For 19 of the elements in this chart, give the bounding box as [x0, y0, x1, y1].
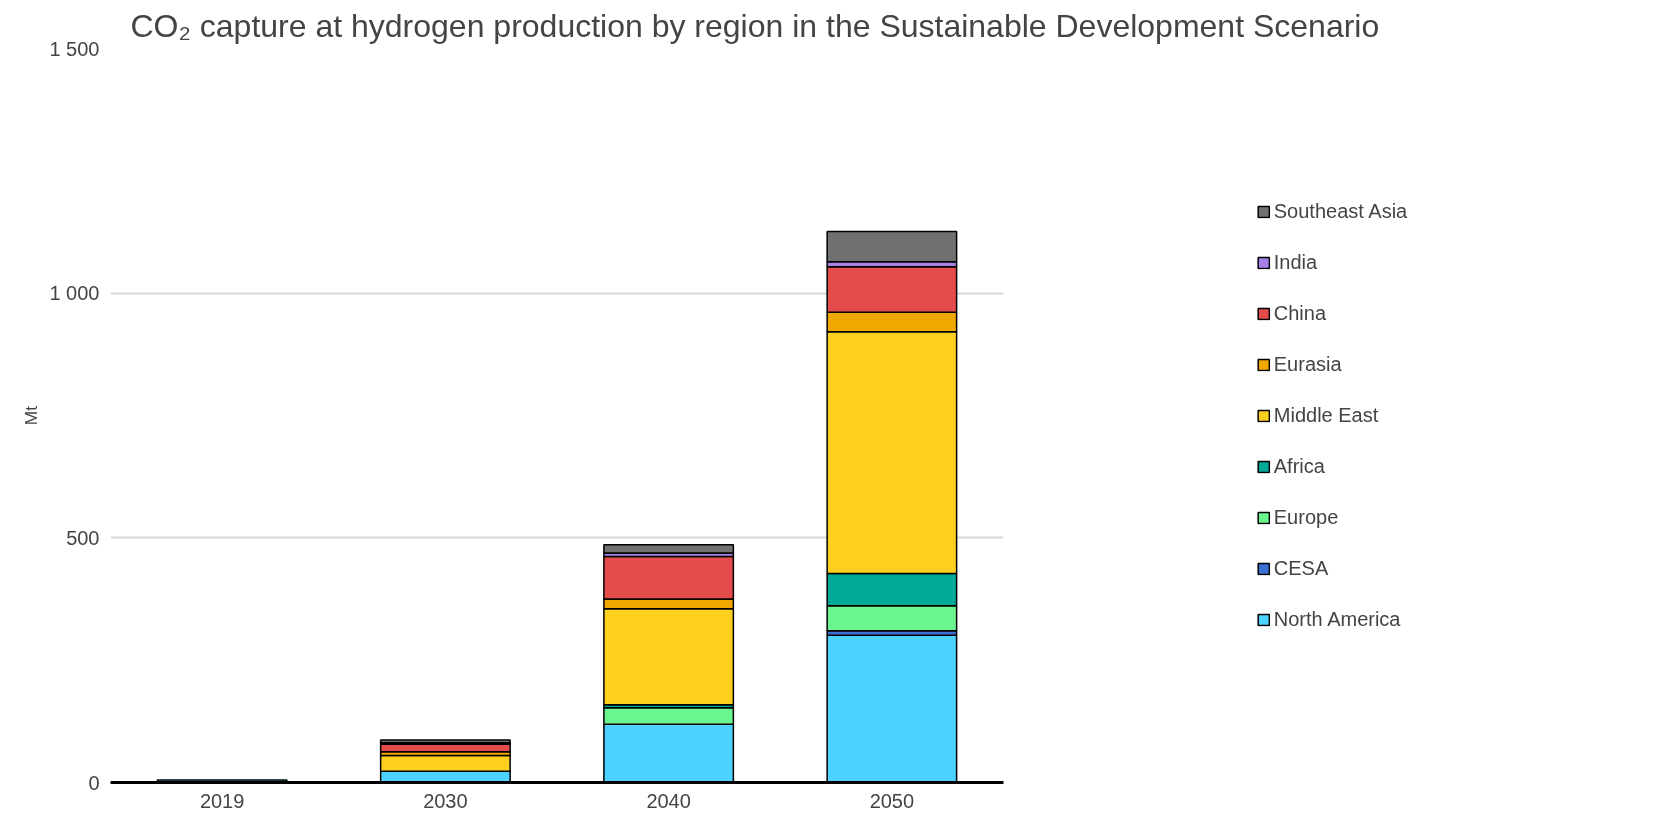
- y-tick-label: 500: [66, 526, 100, 549]
- legend-label: China: [1273, 301, 1327, 325]
- x-tick-label: 2019: [199, 789, 245, 812]
- x-tick-label: 2050: [869, 789, 915, 812]
- y-tick-label: 0: [88, 771, 100, 794]
- chart-title: CO₂ capture at hydrogen production by region in the Sustainable Development Scenario: [130, 7, 1380, 44]
- legend-label: CESA: [1273, 556, 1329, 580]
- legend-label: Europe: [1273, 505, 1339, 529]
- legend-label: Middle East: [1273, 403, 1379, 427]
- x-tick-label: 2030: [423, 789, 468, 812]
- legend-label: Eurasia: [1273, 352, 1342, 376]
- y-tick-label: 1 000: [49, 282, 100, 305]
- x-tick-label: 2040: [646, 789, 691, 812]
- y-tick-label: 1 500: [49, 37, 100, 60]
- legend-label: India: [1273, 250, 1318, 274]
- y-axis-title: Mt: [21, 405, 42, 426]
- legend-label: Southeast Asia: [1273, 199, 1408, 223]
- legend-label: Africa: [1273, 454, 1325, 478]
- legend-label: North America: [1273, 607, 1401, 631]
